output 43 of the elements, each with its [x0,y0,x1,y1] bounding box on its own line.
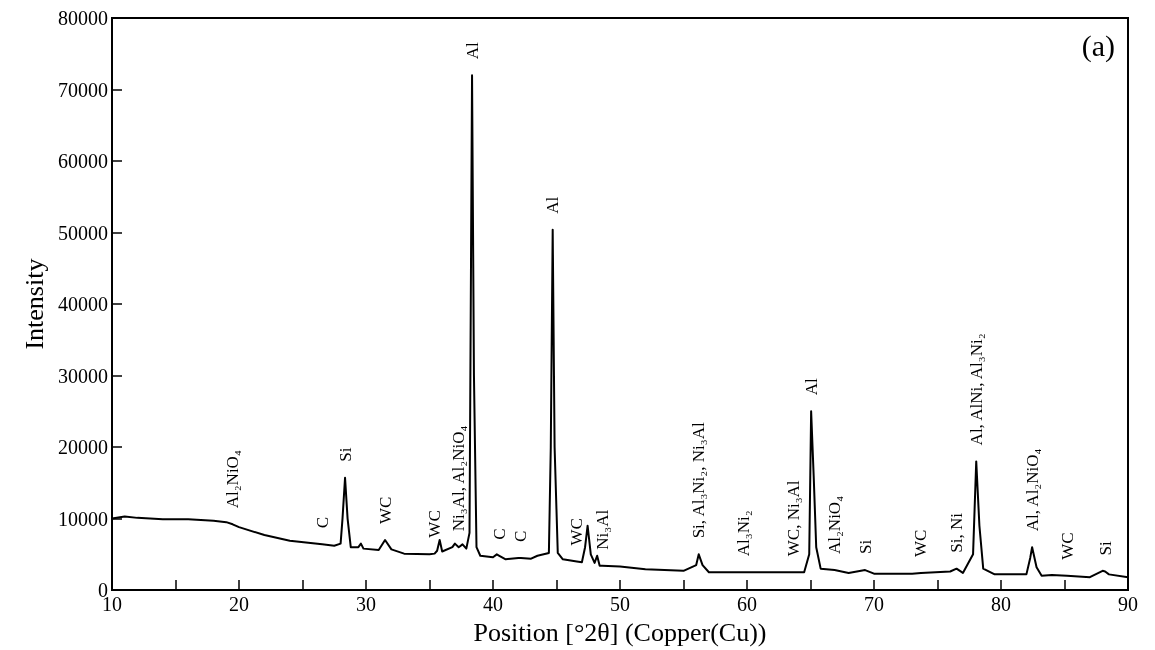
annotation: Al [801,378,821,396]
x-tick-label: 20 [229,593,249,616]
annotation: Al₂NiO₄ [825,495,845,555]
y-tick-label: 40000 [58,293,108,316]
annotation: C [489,528,509,540]
annotation: Al, AlNi, Al₃Ni₂ [966,333,986,446]
x-tick-label: 90 [1118,593,1138,616]
annotation: WC [911,529,931,557]
x-tick-label: 80 [991,593,1011,616]
annotation: Si, Ni [947,512,967,553]
annotation: Si [335,447,355,462]
x-tick-label: 40 [483,593,503,616]
annotation: C [312,516,332,529]
y-tick-label: 60000 [58,150,108,173]
annotation: Si [855,539,875,555]
annotation: WC [567,518,587,546]
annotation: C [511,530,531,542]
annotation: (a) [1081,28,1115,63]
x-tick-label: 30 [356,593,376,616]
y-tick-label: 10000 [58,507,108,530]
annotation: WC [375,496,395,525]
annotation: WC [1057,532,1077,560]
annotation: Si, Al₃Ni₂, Ni₃Al [689,422,709,539]
y-tick-label: 20000 [58,436,108,459]
x-tick-label: 60 [737,593,757,616]
annotation: Al₂NiO₄ [223,450,243,509]
annotation: Al₃Ni₂ [733,510,753,557]
x-tick-label: 70 [864,593,884,616]
annotation: Si [1095,541,1115,556]
y-tick-label: 70000 [58,78,108,101]
annotation: Al [462,41,482,60]
annotation: Ni₃Al [592,509,612,550]
y-tick-label: 50000 [58,221,108,244]
annotation: WC [425,510,445,538]
annotation: WC, Ni₃Al [784,480,804,557]
annotation: Al, Al₂NiO₄ [1022,448,1042,532]
x-tick-label: 50 [610,593,630,616]
y-tick-label: 80000 [58,7,108,29]
annotation: Ni₃Al, Al₂NiO₄ [449,425,469,532]
annotation: Al [543,196,563,214]
x-axis-title: Position [°2θ] (Copper(Cu)) [473,617,767,647]
y-axis-title: Intensity [19,258,49,350]
y-tick-label: 30000 [58,364,108,387]
